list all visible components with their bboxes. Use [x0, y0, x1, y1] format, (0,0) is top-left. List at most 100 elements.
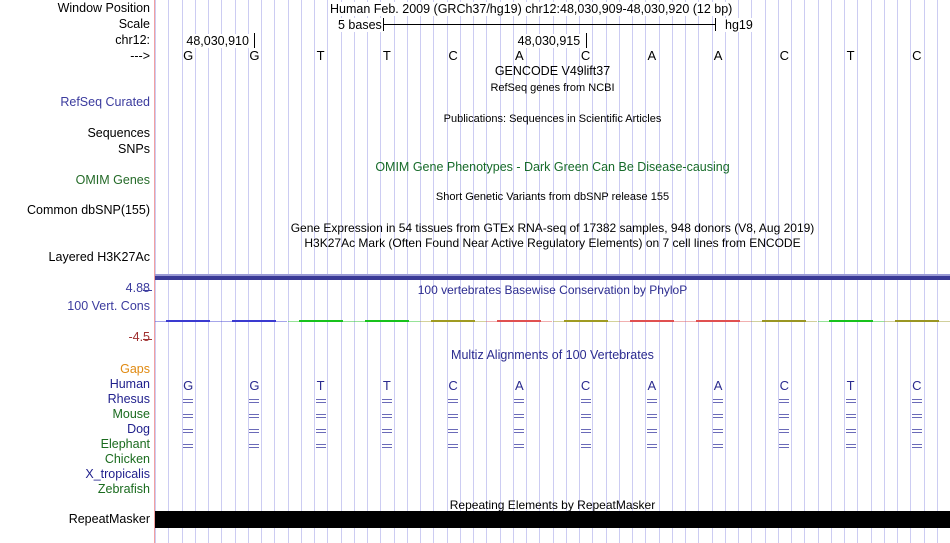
- conservation-bar: [762, 320, 807, 322]
- gridline: [937, 0, 938, 543]
- multiz-base: T: [316, 378, 325, 393]
- multiz-alignment-mark: [447, 444, 459, 450]
- conservation-bar: [364, 320, 409, 322]
- sequence-base: A: [515, 48, 524, 63]
- center-label-phylop: 100 vertebrates Basewise Conservation by…: [417, 283, 688, 297]
- conservation-max-value: 4.88: [125, 281, 150, 295]
- multiz-alignment-mark: [182, 444, 194, 450]
- multiz-alignment-mark: [513, 444, 525, 450]
- multiz-label-elephant[interactable]: Elephant: [100, 437, 150, 451]
- conservation-bar: [166, 320, 211, 322]
- gridline-layer: [155, 0, 950, 543]
- conservation-min-value: -4.5: [128, 330, 150, 344]
- center-label-h3k27ac: H3K27Ac Mark (Often Found Near Active Re…: [304, 236, 801, 250]
- gridline: [327, 0, 328, 543]
- multiz-alignment-mark: [248, 444, 260, 450]
- track-label-snps[interactable]: SNPs: [118, 142, 150, 156]
- sequence-base: C: [779, 48, 790, 63]
- multiz-alignment-mark: [580, 444, 592, 450]
- ruler-tick-label: 48,030,915: [517, 34, 581, 48]
- multiz-label-chicken[interactable]: Chicken: [104, 452, 150, 466]
- multiz-alignment-mark: [845, 429, 857, 435]
- multiz-alignment-mark: [182, 399, 194, 405]
- gridline: [208, 0, 209, 543]
- multiz-alignment-mark: [381, 444, 393, 450]
- conservation-bar: [497, 320, 542, 322]
- gridline: [155, 0, 156, 543]
- label-window-position[interactable]: Window Position: [57, 1, 150, 15]
- gridline: [751, 0, 752, 543]
- center-label-refseq-ncbi: RefSeq genes from NCBI: [490, 82, 615, 94]
- multiz-alignment-mark: [778, 414, 790, 420]
- multiz-alignment-mark: [447, 414, 459, 420]
- conservation-bar: [696, 320, 741, 322]
- gridline: [897, 0, 898, 543]
- multiz-alignment-mark: [580, 399, 592, 405]
- track-label-omim-genes[interactable]: OMIM Genes: [75, 173, 150, 187]
- label-scale[interactable]: Scale: [118, 17, 150, 31]
- gridline: [725, 0, 726, 543]
- multiz-alignment-mark: [248, 414, 260, 420]
- gridline: [182, 0, 183, 543]
- multiz-label-mouse[interactable]: Mouse: [112, 407, 150, 421]
- multiz-base: T: [382, 378, 391, 393]
- multiz-alignment-mark: [778, 429, 790, 435]
- ruler-tick-mark: [254, 33, 256, 48]
- multiz-label-dog[interactable]: Dog: [127, 422, 150, 436]
- position-description: Human Feb. 2009 (GRCh37/hg19) chr12:48,0…: [330, 2, 733, 16]
- center-label-repeatmasker: Repeating Elements by RepeatMasker: [449, 498, 656, 512]
- gridline: [433, 0, 434, 543]
- gridline: [592, 0, 593, 543]
- multiz-label-x-tropicalis[interactable]: X_tropicalis: [85, 467, 150, 481]
- multiz-alignment-mark: [315, 414, 327, 420]
- gridline: [235, 0, 236, 543]
- gridline: [672, 0, 673, 543]
- gridline: [274, 0, 275, 543]
- track-label-100-vert-cons[interactable]: 100 Vert. Cons: [67, 299, 150, 313]
- gridline: [420, 0, 421, 543]
- sequence-base: C: [912, 48, 922, 63]
- multiz-alignment-mark: [911, 429, 923, 435]
- gridline: [659, 0, 660, 543]
- multiz-base: G: [183, 378, 194, 393]
- gridline: [513, 0, 514, 543]
- gridline: [526, 0, 527, 543]
- multiz-label-zebrafish[interactable]: Zebrafish: [97, 482, 150, 496]
- gridline: [884, 0, 885, 543]
- repeatmasker-bar[interactable]: [155, 511, 950, 528]
- gridline: [539, 0, 540, 543]
- track-label-column: Window Position Scale chr12: ---> RefSeq…: [0, 0, 154, 543]
- gridline: [553, 0, 554, 543]
- multiz-label-human[interactable]: Human: [109, 377, 150, 391]
- track-label-refseq-curated[interactable]: RefSeq Curated: [60, 95, 150, 109]
- multiz-alignment-mark: [447, 399, 459, 405]
- gridline: [354, 0, 355, 543]
- multiz-alignment-mark: [182, 414, 194, 420]
- gridline: [831, 0, 832, 543]
- gridline: [871, 0, 872, 543]
- multiz-alignment-mark: [712, 414, 724, 420]
- conservation-bar: [894, 320, 939, 322]
- gridline: [579, 0, 580, 543]
- track-label-common-dbsnp[interactable]: Common dbSNP(155): [27, 203, 150, 217]
- multiz-alignment-mark: [447, 429, 459, 435]
- center-label-gtex: Gene Expression in 54 tissues from GTEx …: [290, 221, 815, 235]
- conservation-min-tick: [143, 339, 152, 340]
- multiz-label-rhesus[interactable]: Rhesus: [107, 392, 150, 406]
- sequence-base: A: [647, 48, 657, 63]
- multiz-alignment-mark: [315, 429, 327, 435]
- track-label-sequences[interactable]: Sequences: [87, 126, 150, 140]
- gridline: [248, 0, 249, 543]
- multiz-alignment-mark: [646, 444, 658, 450]
- gridline: [500, 0, 501, 543]
- conservation-bar: [232, 320, 277, 322]
- gridline: [910, 0, 911, 543]
- track-label-layered-h3k27ac[interactable]: Layered H3K27Ac: [48, 250, 150, 264]
- track-label-repeatmasker[interactable]: RepeatMasker: [68, 512, 150, 526]
- gridline: [606, 0, 607, 543]
- multiz-alignment-mark: [911, 399, 923, 405]
- multiz-alignment-mark: [712, 429, 724, 435]
- multiz-alignment-mark: [182, 429, 194, 435]
- gridline: [738, 0, 739, 543]
- multiz-alignment-mark: [315, 444, 327, 450]
